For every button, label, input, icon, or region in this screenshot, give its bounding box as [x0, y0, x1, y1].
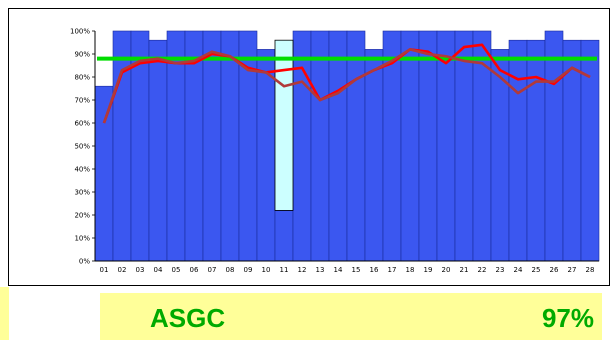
y-tick-label: 60% [74, 120, 90, 128]
chart-panel: 0% 10% 20% 30% 40% 50% 60% 70% 80% 90% 100% 01 02 03 0… [8, 8, 610, 286]
bar [94, 85, 114, 262]
y-tick-label: 100% [70, 28, 90, 36]
y-tick-label: 0% [79, 258, 90, 266]
y-tick-label: 80% [74, 74, 90, 82]
x-tick-label: 14 [334, 266, 343, 274]
x-tick-label: 15 [352, 266, 361, 274]
bar [418, 30, 438, 262]
x-tick-label: 08 [226, 266, 235, 274]
y-tick-label: 70% [74, 97, 90, 105]
x-tick-label: 16 [370, 266, 379, 274]
series-line [102, 48, 591, 124]
bar [364, 49, 384, 262]
site-availability-value: 97% [541, 303, 594, 333]
bar [454, 30, 474, 262]
x-tick-label: 05 [172, 266, 181, 274]
x-tick-label: 25 [532, 266, 541, 274]
x-tick-label: 02 [118, 266, 127, 274]
y-tick-label: 20% [74, 212, 90, 220]
x-tick-label: 28 [586, 266, 595, 274]
x-tick-label: 22 [478, 266, 487, 274]
bar [148, 39, 168, 262]
bar [544, 30, 564, 262]
availability-chart: 0% 10% 20% 30% 40% 50% 60% 70% 80% 90% 100% 01 02 03 0… [70, 28, 600, 274]
bar [508, 39, 528, 262]
bar [166, 30, 186, 262]
x-tick-label: 23 [496, 266, 505, 274]
bar [526, 39, 546, 262]
x-tick-label: 13 [316, 266, 325, 274]
bar [346, 30, 366, 262]
y-tick-label: 30% [74, 189, 90, 197]
x-tick-label: 11 [280, 266, 289, 274]
bar [220, 30, 240, 262]
bar [328, 30, 348, 262]
x-tick-label: 10 [262, 266, 271, 274]
x-tick-label: 01 [100, 266, 109, 274]
bar [292, 30, 312, 262]
x-tick-label: 18 [406, 266, 415, 274]
x-tick-label: 24 [514, 266, 523, 274]
x-tick-label: 26 [550, 266, 559, 274]
bar [274, 210, 294, 262]
footer-left-strip [0, 287, 9, 340]
site-name: ASGC [150, 303, 226, 333]
x-tick-label: 07 [208, 266, 217, 274]
bar [184, 30, 204, 262]
bar [472, 30, 492, 262]
bar [202, 30, 222, 262]
y-tick-label: 40% [74, 166, 90, 174]
x-tick-label: 06 [190, 266, 199, 274]
x-tick-label: 12 [298, 266, 307, 274]
bar-highlight [274, 39, 294, 211]
x-tick-label: 19 [424, 266, 433, 274]
site-summary-bar: ASGC 97% [100, 293, 602, 340]
x-tick-label: 04 [154, 266, 163, 274]
x-tick-label: 03 [136, 266, 145, 274]
x-tick-label: 17 [388, 266, 397, 274]
x-tick-label: 20 [442, 266, 451, 274]
bar [256, 49, 276, 262]
bar [310, 30, 330, 262]
y-tick-label: 90% [74, 51, 90, 59]
x-tick-label: 09 [244, 266, 253, 274]
x-tick-label: 27 [568, 266, 577, 274]
x-tick-label: 21 [460, 266, 469, 274]
y-tick-label: 50% [74, 143, 90, 151]
y-tick-label: 10% [74, 235, 90, 243]
bar [400, 30, 420, 262]
bar [436, 30, 456, 262]
